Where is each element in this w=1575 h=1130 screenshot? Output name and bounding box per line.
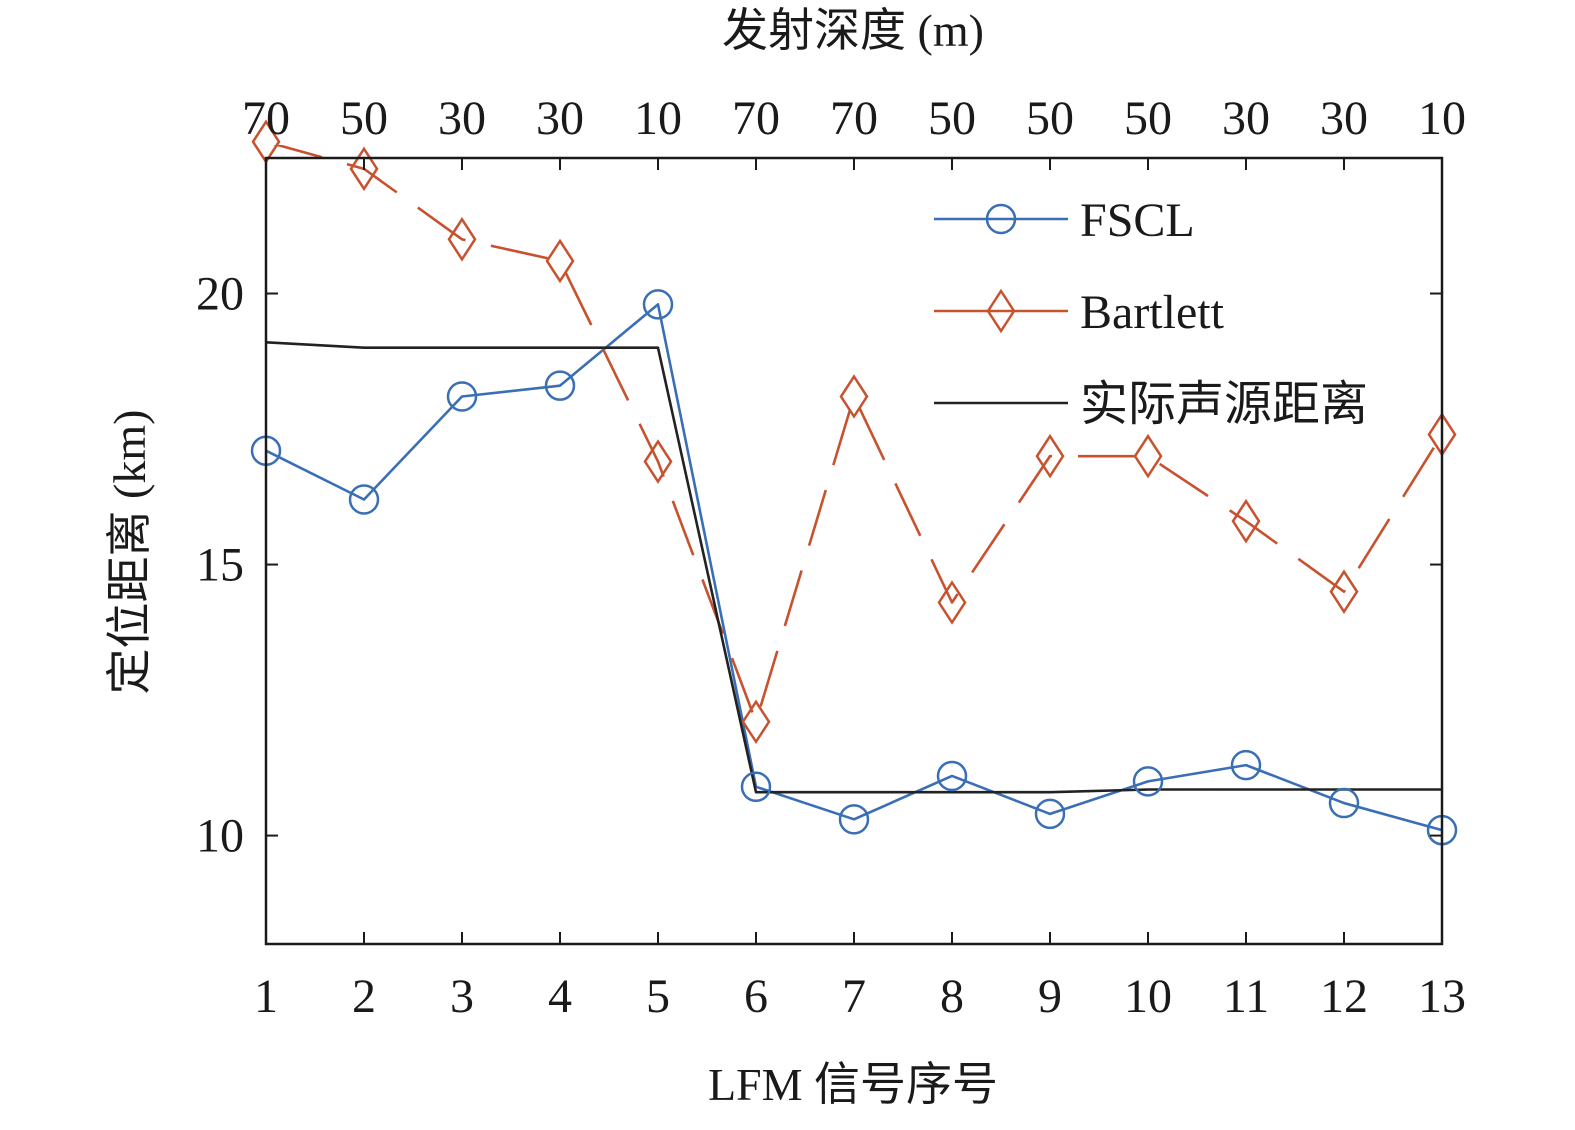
x-axis-title: LFM 信号序号 — [708, 1059, 998, 1110]
point-bartlett — [643, 439, 673, 484]
top-tick-label: 10 — [1418, 92, 1466, 145]
top-tick-label: 50 — [340, 92, 388, 145]
top-tick-label: 30 — [1320, 92, 1368, 145]
point-fscl — [1328, 787, 1360, 819]
top-tick-label: 70 — [242, 92, 290, 145]
point-fscl — [1132, 766, 1164, 797]
tick-layer — [265, 158, 1443, 944]
x-tick-label: 11 — [1223, 970, 1269, 1023]
y-tick-label: 15 — [196, 539, 244, 592]
point-bartlett — [937, 580, 967, 625]
point-bartlett — [1035, 433, 1065, 479]
y-axis-title: 定位距离 (km) — [104, 410, 155, 695]
plot-frame — [264, 156, 1444, 946]
x-tick-label: 6 — [744, 970, 768, 1023]
x-tick-label: 2 — [352, 970, 376, 1023]
legend-label-fscl: FSCL — [1080, 194, 1195, 247]
x-tick-label: 5 — [646, 970, 670, 1023]
y-tick-label: 20 — [196, 268, 244, 321]
point-fscl — [446, 381, 478, 412]
top-axis-title: 发射深度 (m) — [722, 5, 984, 56]
y-tick-label: 10 — [196, 810, 244, 863]
point-fscl — [1230, 749, 1262, 781]
top-tick-label: 30 — [1222, 92, 1270, 145]
legend-label-bartlett: Bartlett — [1080, 286, 1225, 339]
x-tick-label: 10 — [1124, 970, 1172, 1023]
line-bartlett — [272, 145, 1444, 724]
point-bartlett — [1231, 498, 1261, 544]
point-bartlett — [447, 217, 477, 262]
top-tick-label: 30 — [536, 92, 584, 145]
label-layer: 1 70 2 50 3 30 4 30 5 10 6 70 7 70 8 50 9 50 10 50 11 30 12 30 1… — [196, 92, 1466, 1023]
x-tick-label: 1 — [254, 970, 278, 1023]
point-bartlett — [349, 146, 379, 192]
point-bartlett — [545, 238, 575, 284]
point-bartlett — [839, 374, 869, 419]
x-tick-label: 3 — [450, 970, 474, 1023]
legend: FSCL Bartlett 实际声源距离 — [934, 194, 1368, 431]
x-tick-label: 12 — [1320, 970, 1368, 1023]
top-tick-label: 30 — [438, 92, 486, 145]
line-fscl — [265, 303, 1443, 832]
x-tick-label: 4 — [548, 970, 572, 1023]
x-tick-label: 9 — [1038, 970, 1062, 1023]
x-tick-label: 13 — [1418, 970, 1466, 1023]
point-bartlett — [1329, 569, 1359, 614]
series-layer — [265, 145, 1444, 832]
point-fscl — [936, 760, 968, 792]
legend-marker-fscl — [985, 203, 1017, 235]
legend-marker-bartlett — [986, 288, 1016, 334]
x-tick-label: 7 — [842, 970, 866, 1023]
top-tick-label: 50 — [928, 92, 976, 145]
point-bartlett — [1133, 433, 1163, 479]
point-fscl — [740, 771, 772, 803]
marker-layer — [250, 119, 1458, 846]
legend-label-actual-source-range: 实际声源距离 — [1080, 378, 1368, 431]
x-tick-label: 8 — [940, 970, 964, 1023]
top-tick-label: 10 — [634, 92, 682, 145]
top-tick-label: 50 — [1026, 92, 1074, 145]
point-fscl — [348, 484, 380, 515]
point-fscl — [642, 289, 674, 320]
point-fscl — [838, 804, 870, 835]
top-tick-label: 70 — [732, 92, 780, 145]
point-fscl — [1034, 798, 1066, 830]
top-tick-label: 50 — [1124, 92, 1172, 145]
top-tick-label: 70 — [830, 92, 878, 145]
point-fscl — [544, 370, 576, 401]
point-bartlett — [741, 699, 771, 745]
line-actual-source-range — [265, 341, 1442, 794]
